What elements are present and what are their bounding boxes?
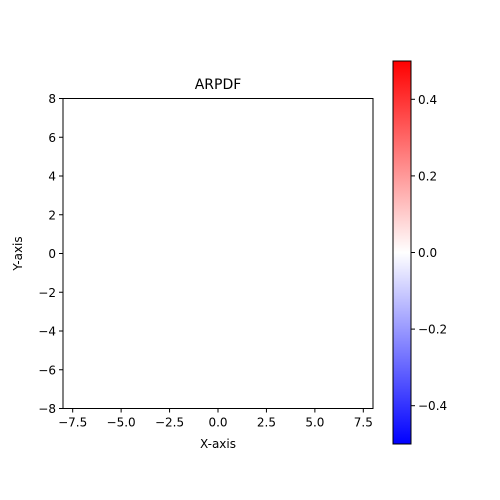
x-axis-label: X-axis	[200, 437, 236, 451]
x-tick-label: 0.0	[208, 416, 227, 430]
colorbar-tick-label: −0.2	[418, 323, 447, 337]
x-axis-ticks: −7.5 −5.0 −2.5 0.0 2.5 5.0 7.5	[58, 408, 373, 430]
plot-area	[62, 98, 374, 409]
y-tick-label: 8	[48, 92, 56, 106]
chart-title: ARPDF	[195, 77, 242, 93]
colorbar-tick-label: 0.0	[418, 246, 437, 260]
y-tick-label: −4	[38, 325, 56, 339]
colorbar-tick-label: −0.4	[418, 399, 447, 413]
y-tick-label: 4	[48, 170, 56, 184]
x-tick-label: −7.5	[58, 416, 87, 430]
x-tick-label: 5.0	[305, 416, 324, 430]
y-tick-label: 0	[48, 247, 56, 261]
x-tick-label: −5.0	[107, 416, 136, 430]
y-tick-label: 2	[48, 208, 56, 222]
y-tick-label: −6	[38, 363, 56, 377]
y-tick-label: −8	[38, 402, 56, 416]
colorbar-tick-label: 0.2	[418, 169, 437, 183]
colorbar	[392, 60, 412, 445]
x-tick-label: −2.5	[155, 416, 184, 430]
y-axis-label: Y-axis	[11, 236, 25, 271]
x-tick-label: 7.5	[354, 416, 373, 430]
y-tick-label: −2	[38, 286, 56, 300]
y-axis-ticks: −8 −6 −4 −2 0 2 4 6 8	[38, 92, 63, 416]
x-tick-label: 2.5	[257, 416, 276, 430]
y-tick-label: 6	[48, 131, 56, 145]
colorbar-tick-label: 0.4	[418, 93, 437, 107]
colorbar-ticks: −0.4 −0.2 0.0 0.2 0.4	[411, 93, 447, 413]
